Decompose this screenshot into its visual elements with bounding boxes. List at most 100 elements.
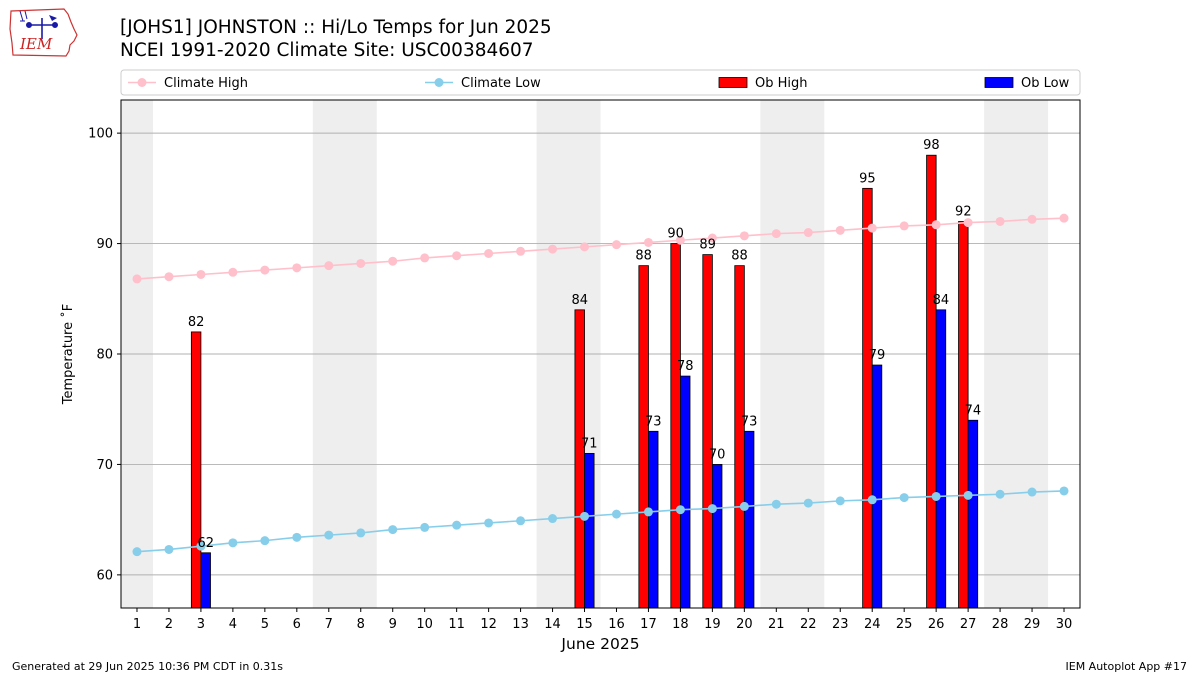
y-tick-label: 90 [96,237,113,252]
climate-high-point [356,258,366,268]
climate-high-point [675,235,685,245]
climate-high-point [484,249,494,259]
x-tick-label: 6 [293,617,301,632]
x-tick-label: 7 [325,617,333,632]
x-tick-label: 20 [736,617,753,632]
climate-high-point [516,246,526,256]
climate-high-point [228,267,238,277]
climate-high-point [164,272,174,282]
chart-subtitle: NCEI 1991-2020 Climate Site: USC00384607 [120,40,534,61]
x-tick-label: 23 [832,617,849,632]
climate-high-point [324,261,334,271]
climate-low-line [136,490,1065,553]
x-tick-label: 18 [672,617,689,632]
ob-low-label: 79 [869,348,886,363]
climate-low-point [292,532,302,542]
ob-high-label: 98 [923,138,940,153]
x-tick-label: 8 [357,617,365,632]
x-tick-label: 4 [229,617,237,632]
climate-high-point [995,216,1005,226]
climate-low-point [452,520,462,530]
x-tick-label: 5 [261,617,269,632]
climate-low-point [803,498,813,508]
x-tick-label: 11 [448,617,465,632]
ob-low-label: 70 [709,447,726,462]
x-tick-label: 16 [608,617,625,632]
legend-bar-swatch [718,77,748,88]
logo-text: IEM [19,35,53,53]
climate-low-point [132,547,142,557]
ob-low-bar [584,452,595,609]
climate-low-point [835,496,845,506]
x-tick-label: 17 [640,617,657,632]
climate-low-point [899,493,909,503]
legend-label: Climate Low [461,76,541,91]
ob-high-label: 95 [859,171,876,186]
ob-low-bar [711,464,723,609]
ob-high-bar [190,331,202,609]
ob-high-bar [670,243,681,609]
x-tick-label: 2 [165,617,173,632]
climate-low-point [580,511,590,521]
climate-low-point [260,536,270,546]
climate-high-point [803,228,813,238]
x-tick-label: 10 [416,617,433,632]
climate-high-point [867,223,877,233]
climate-low-point [420,522,430,532]
legend-label: Ob Low [1021,76,1070,91]
iem-logo: IEM [9,8,78,57]
x-tick-label: 1 [133,617,141,632]
x-tick-label: 14 [544,617,561,632]
legend-marker-swatch [434,78,444,87]
ob-low-bar [967,419,979,609]
ob-low-bar [935,309,947,609]
climate-low-point [1059,486,1069,496]
climate-low-point [196,541,206,551]
climate-low-point [388,525,398,535]
x-tick-label: 13 [512,617,529,632]
x-tick-label: 30 [1056,617,1073,632]
climate-low-point [675,505,685,515]
climate-low-point [963,490,973,500]
climate-high-point [739,231,749,241]
ob-high-label: 82 [188,315,205,330]
y-tick-label: 80 [96,348,113,363]
ob-low-bar [871,364,883,609]
climate-high-point [963,218,973,228]
ob-high-label: 92 [955,204,972,219]
ob-high-bar [734,265,745,609]
climate-low-point [867,495,877,505]
iowa-state-outline-icon [9,8,78,57]
generated-timestamp: Generated at 29 Jun 2025 10:36 PM CDT in… [12,660,284,673]
ob-low-bar [200,552,211,609]
ob-low-label: 62 [197,536,214,551]
climate-low-point [1027,487,1037,497]
climate-low-point [324,530,334,540]
legend-bar-swatch [984,77,1014,88]
climate-low-point [164,544,174,554]
y-axis-label: Temperature ˚F [60,304,76,405]
ob-low-label: 84 [933,293,950,308]
ob-high-bar [574,309,585,609]
climate-low-point [548,514,558,524]
climate-low-point [516,516,526,526]
ob-high-bar [862,187,873,609]
climate-high-point [931,220,941,230]
climate-high-point [132,274,142,284]
ob-high-label: 84 [571,293,588,308]
x-tick-label: 27 [960,617,977,632]
app-credit: IEM Autoplot App #17 [1065,660,1188,673]
climate-high-point [292,263,302,273]
legend-marker-swatch [137,78,147,87]
y-tick-label: 100 [88,127,113,142]
x-tick-label: 24 [864,617,881,632]
y-tick-label: 60 [96,568,113,583]
climate-low-point [484,518,494,528]
x-tick-label: 12 [480,617,497,632]
climate-high-point [707,233,717,243]
ob-low-label: 73 [741,414,758,429]
climate-low-point [611,509,621,519]
climate-low-point [995,489,1005,499]
climate-high-point [643,237,653,247]
climate-low-point [931,491,941,501]
